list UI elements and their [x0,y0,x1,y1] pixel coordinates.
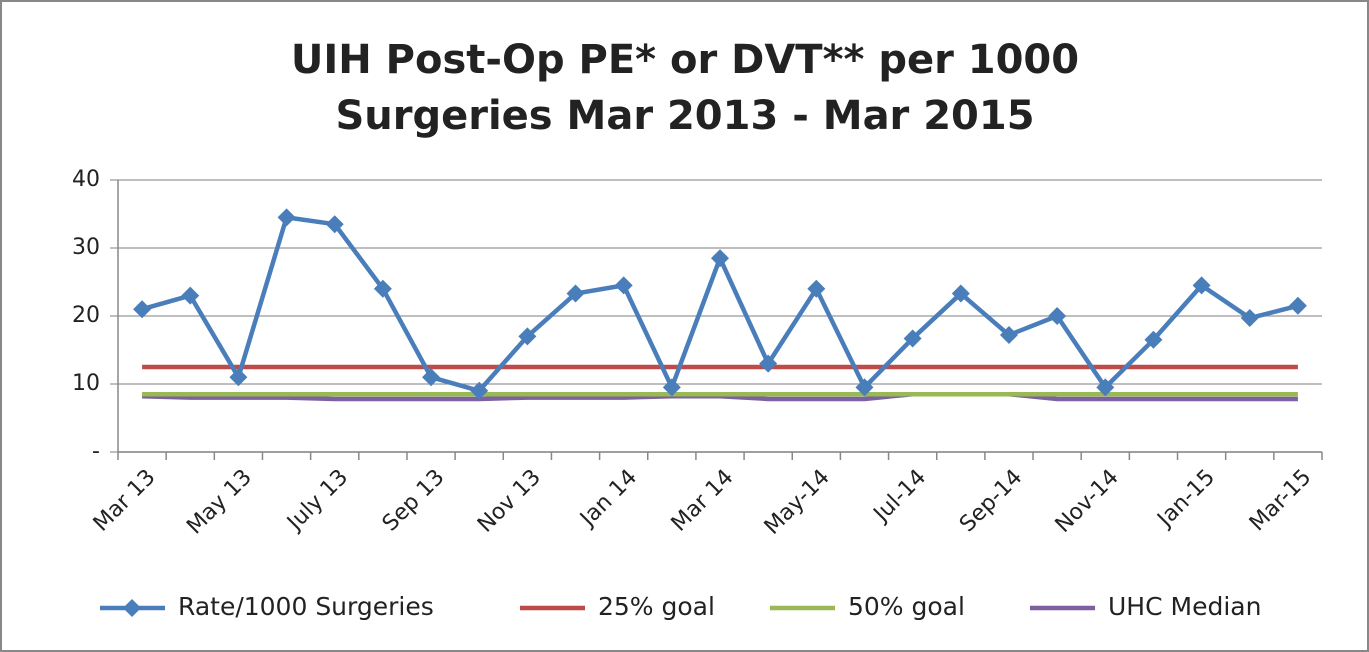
marker [229,368,248,387]
marker [518,327,537,346]
marker [1192,276,1211,295]
marker [807,279,826,298]
legend-label: Rate/1000 Surgeries [178,592,434,621]
marker [855,378,874,397]
marker [759,354,778,373]
marker [373,279,392,298]
marker [470,381,489,400]
y-tick-label: - [92,439,100,464]
chart-title: UIH Post-Op PE* or DVT** per 1000 [291,37,1079,83]
legend-label: 50% goal [848,592,965,621]
legend-label: 25% goal [598,592,715,621]
marker [325,215,344,234]
marker [999,326,1018,345]
legend-label: UHC Median [1108,592,1261,621]
marker [1144,330,1163,349]
y-tick-label: 20 [72,303,100,328]
marker [1288,296,1307,315]
y-tick-label: 10 [72,371,100,396]
marker [277,208,296,227]
marker [181,286,200,305]
marker [614,276,633,295]
marker [422,368,441,387]
marker [951,284,970,303]
chart-title: Surgeries Mar 2013 - Mar 2015 [335,93,1034,139]
marker [662,378,681,397]
marker [711,249,729,268]
marker [903,329,922,348]
marker [133,300,152,319]
y-tick-label: 40 [72,167,100,192]
legend-marker [123,599,141,617]
y-tick-label: 30 [72,235,100,260]
marker [1048,307,1067,325]
marker [566,284,585,303]
marker [1240,309,1259,328]
marker [1096,378,1115,397]
